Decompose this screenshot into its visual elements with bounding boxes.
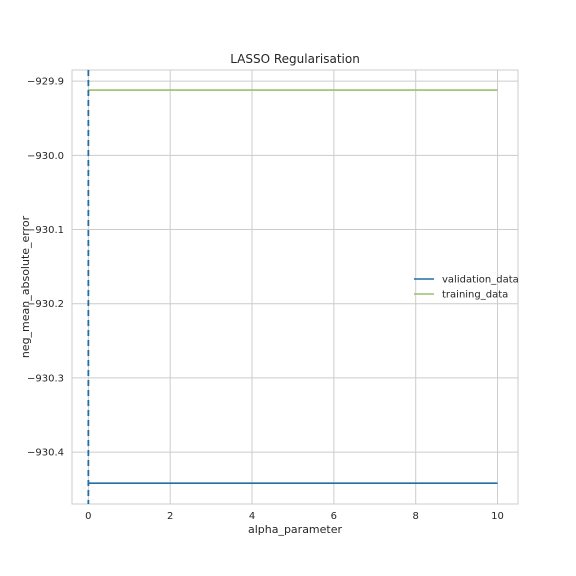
x-tick-label: 0 — [85, 511, 91, 522]
legend: validation_data training_data — [414, 275, 519, 301]
x-tick-label: 4 — [249, 511, 255, 522]
y-tick-label: −930.2 — [27, 299, 64, 310]
x-axis-label: alpha_parameter — [248, 523, 343, 536]
x-tick-label: 10 — [491, 511, 504, 522]
plot-area — [71, 69, 519, 505]
x-tick-label: 2 — [167, 511, 173, 522]
tick-labels: 0 2 4 6 8 10 −929.9 −930.0 −930.1 −930.2 −930.3 −93… — [27, 77, 504, 522]
grid — [72, 70, 518, 504]
chart-title: LASSO Regularisation — [230, 52, 360, 66]
x-tick-label: 8 — [413, 511, 419, 522]
legend-label-training_data: training_data — [442, 290, 508, 301]
y-tick-label: −930.0 — [27, 151, 64, 162]
y-tick-label: −930.1 — [27, 225, 64, 236]
legend-label-validation_data: validation_data — [442, 275, 519, 286]
y-tick-label: −930.3 — [27, 373, 64, 384]
y-tick-label: −929.9 — [27, 77, 64, 88]
y-tick-label: −930.4 — [27, 448, 64, 459]
y-axis-label: neg_mean_absolute_error — [19, 215, 32, 358]
series-layer — [87, 70, 498, 504]
x-tick-label: 6 — [331, 511, 337, 522]
